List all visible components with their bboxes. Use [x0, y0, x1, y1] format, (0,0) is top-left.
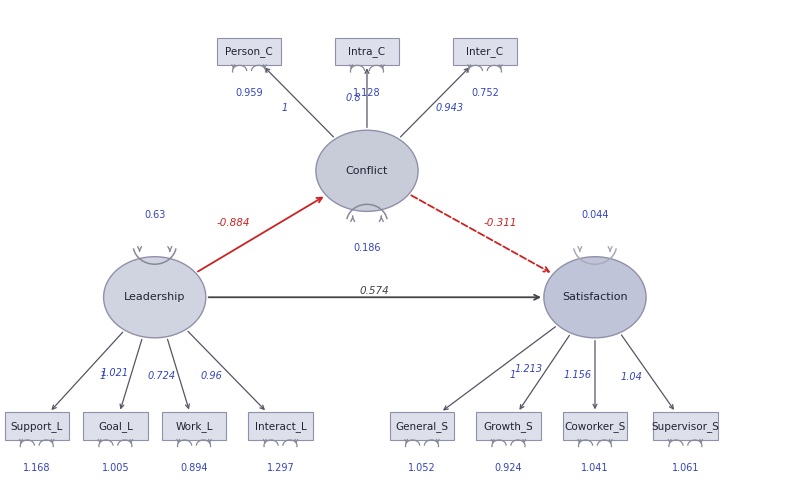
FancyBboxPatch shape [653, 412, 718, 440]
Text: -0.884: -0.884 [216, 218, 250, 228]
Text: Satisfaction: Satisfaction [563, 292, 628, 302]
Text: Inter_C: Inter_C [466, 46, 503, 57]
Text: 1.297: 1.297 [267, 463, 294, 473]
Text: 1.168: 1.168 [23, 463, 50, 473]
Text: 0.924: 0.924 [495, 463, 522, 473]
Text: 0.724: 0.724 [148, 372, 175, 382]
FancyBboxPatch shape [477, 412, 540, 440]
Text: Interact_L: Interact_L [255, 420, 306, 432]
Text: Intra_C: Intra_C [349, 46, 386, 57]
Text: Support_L: Support_L [10, 420, 63, 432]
Text: 1.128: 1.128 [353, 88, 381, 98]
Text: 0.943: 0.943 [436, 103, 464, 112]
Text: 1.04: 1.04 [621, 372, 643, 382]
Text: Goal_L: Goal_L [98, 420, 133, 432]
FancyBboxPatch shape [390, 412, 454, 440]
FancyBboxPatch shape [83, 412, 148, 440]
Text: 0.752: 0.752 [471, 88, 499, 98]
FancyBboxPatch shape [217, 37, 282, 65]
Ellipse shape [316, 130, 418, 211]
Text: 0.574: 0.574 [360, 286, 390, 296]
Text: Conflict: Conflict [346, 166, 388, 176]
Text: 1.052: 1.052 [408, 463, 436, 473]
Text: Work_L: Work_L [175, 420, 213, 432]
Ellipse shape [103, 257, 206, 338]
Ellipse shape [544, 257, 646, 338]
FancyBboxPatch shape [249, 412, 312, 440]
Text: 0.8: 0.8 [345, 93, 361, 103]
Text: 0.959: 0.959 [235, 88, 263, 98]
Text: General_S: General_S [395, 420, 449, 432]
Text: 0.894: 0.894 [180, 463, 208, 473]
Text: 1: 1 [281, 103, 287, 112]
Text: Supervisor_S: Supervisor_S [652, 420, 720, 432]
Text: 1: 1 [99, 371, 105, 381]
Text: 0.63: 0.63 [144, 210, 166, 220]
FancyBboxPatch shape [453, 37, 517, 65]
Text: 1: 1 [510, 370, 516, 380]
Text: 0.96: 0.96 [200, 371, 222, 381]
Text: 1.021: 1.021 [100, 368, 128, 378]
Text: Growth_S: Growth_S [484, 420, 533, 432]
Text: 0.186: 0.186 [353, 243, 381, 253]
Text: 1.041: 1.041 [581, 463, 609, 473]
FancyBboxPatch shape [335, 37, 399, 65]
Text: Person_C: Person_C [225, 46, 273, 57]
Text: 1.156: 1.156 [563, 370, 592, 380]
Text: 1.005: 1.005 [102, 463, 129, 473]
FancyBboxPatch shape [5, 412, 69, 440]
Text: 1.213: 1.213 [514, 364, 542, 374]
Text: Leadership: Leadership [124, 292, 185, 302]
FancyBboxPatch shape [563, 412, 627, 440]
Text: Coworker_S: Coworker_S [564, 420, 626, 432]
Text: 0.044: 0.044 [581, 210, 609, 220]
FancyBboxPatch shape [162, 412, 226, 440]
Text: -0.311: -0.311 [484, 218, 518, 228]
Text: 1.061: 1.061 [671, 463, 699, 473]
